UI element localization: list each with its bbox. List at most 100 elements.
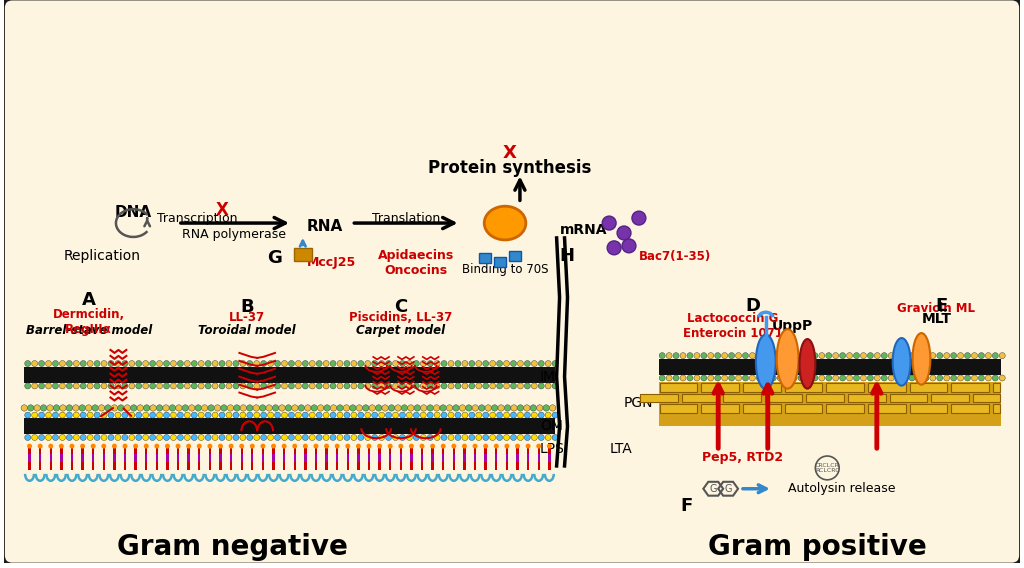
Circle shape [882, 375, 887, 381]
Circle shape [267, 361, 273, 366]
Circle shape [32, 412, 38, 418]
Text: X: X [216, 201, 229, 219]
Circle shape [524, 412, 530, 418]
Circle shape [860, 375, 866, 381]
Circle shape [191, 361, 198, 366]
Circle shape [74, 435, 79, 441]
Bar [272, 446, 274, 454]
Circle shape [52, 361, 58, 366]
Circle shape [957, 375, 964, 381]
Circle shape [715, 353, 721, 358]
Bar [283, 454, 286, 462]
Circle shape [351, 412, 357, 418]
Circle shape [122, 412, 128, 418]
FancyBboxPatch shape [723, 394, 761, 403]
Circle shape [115, 383, 121, 389]
Circle shape [188, 405, 195, 411]
Circle shape [47, 405, 53, 411]
Bar [346, 454, 349, 462]
Bar [71, 446, 73, 454]
Circle shape [902, 353, 908, 358]
Circle shape [700, 375, 707, 381]
Circle shape [462, 383, 468, 389]
Circle shape [309, 361, 315, 366]
Circle shape [874, 353, 881, 358]
Circle shape [356, 405, 362, 411]
Circle shape [722, 353, 728, 358]
Circle shape [94, 361, 100, 366]
FancyArrowPatch shape [764, 385, 772, 448]
Circle shape [212, 383, 218, 389]
Circle shape [356, 444, 360, 449]
Circle shape [292, 405, 298, 411]
Circle shape [433, 405, 440, 411]
Circle shape [365, 412, 371, 418]
Text: Gram positive: Gram positive [708, 533, 927, 561]
Circle shape [32, 361, 38, 366]
Bar [114, 454, 116, 462]
Bar [495, 454, 498, 462]
Circle shape [847, 353, 853, 358]
Circle shape [427, 412, 433, 418]
Text: C: C [394, 298, 408, 316]
Circle shape [309, 383, 315, 389]
Circle shape [39, 383, 45, 389]
Text: RNA: RNA [307, 219, 343, 233]
Text: MccJ25: MccJ25 [307, 256, 356, 269]
Circle shape [909, 353, 915, 358]
Circle shape [170, 383, 176, 389]
Bar [166, 454, 169, 462]
Circle shape [972, 375, 978, 381]
Circle shape [539, 435, 544, 441]
Bar [658, 359, 1000, 375]
Circle shape [930, 375, 936, 381]
Circle shape [784, 375, 791, 381]
Circle shape [79, 405, 85, 411]
Circle shape [372, 361, 378, 366]
Bar [453, 446, 455, 454]
Bar [187, 462, 189, 470]
Bar [92, 454, 94, 462]
Circle shape [267, 435, 273, 441]
Circle shape [59, 405, 67, 411]
Circle shape [254, 361, 260, 366]
Bar [484, 446, 486, 454]
Circle shape [261, 435, 266, 441]
Circle shape [316, 435, 323, 441]
Circle shape [708, 375, 714, 381]
Circle shape [184, 383, 190, 389]
Circle shape [840, 375, 846, 381]
FancyBboxPatch shape [701, 404, 739, 414]
Circle shape [219, 435, 225, 441]
Circle shape [59, 361, 66, 366]
Circle shape [170, 435, 176, 441]
FancyBboxPatch shape [993, 383, 999, 391]
Circle shape [517, 405, 523, 411]
Circle shape [124, 405, 130, 411]
Circle shape [52, 412, 58, 418]
Circle shape [517, 412, 523, 418]
Circle shape [199, 383, 204, 389]
Circle shape [219, 412, 225, 418]
Circle shape [909, 375, 915, 381]
Circle shape [399, 361, 406, 366]
Circle shape [489, 435, 496, 441]
Text: IM: IM [540, 370, 556, 384]
Bar [484, 454, 486, 462]
Circle shape [142, 383, 148, 389]
Circle shape [524, 383, 530, 389]
Circle shape [136, 383, 141, 389]
Bar [357, 454, 359, 462]
Circle shape [176, 405, 182, 411]
Circle shape [407, 361, 413, 366]
Text: mRNA: mRNA [559, 223, 607, 237]
Bar [314, 454, 317, 462]
Circle shape [101, 383, 108, 389]
Circle shape [427, 435, 433, 441]
Circle shape [427, 383, 433, 389]
Circle shape [87, 412, 93, 418]
Circle shape [150, 383, 156, 389]
Circle shape [659, 375, 666, 381]
Circle shape [694, 375, 699, 381]
Circle shape [459, 405, 466, 411]
